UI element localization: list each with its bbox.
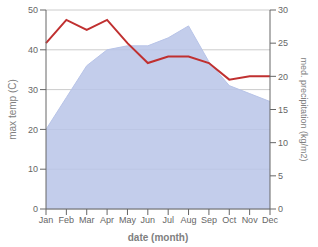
svg-text:50: 50 [28,5,38,15]
svg-text:May: May [119,215,137,225]
svg-text:Nov: Nov [242,215,259,225]
svg-text:15: 15 [278,105,288,115]
svg-text:Jul: Jul [162,215,174,225]
svg-text:Apr: Apr [100,215,114,225]
svg-text:Mar: Mar [79,215,95,225]
svg-text:0: 0 [278,204,283,214]
svg-text:0: 0 [33,204,38,214]
svg-text:date (month): date (month) [128,232,189,243]
svg-text:40: 40 [28,45,38,55]
svg-text:5: 5 [278,171,283,181]
svg-text:10: 10 [278,138,288,148]
svg-text:30: 30 [28,85,38,95]
svg-text:Feb: Feb [59,215,75,225]
svg-text:Dec: Dec [262,215,279,225]
svg-text:25: 25 [278,38,288,48]
svg-text:Sep: Sep [201,215,217,225]
svg-text:max temp (C): max temp (C) [8,79,18,140]
svg-text:Oct: Oct [222,215,237,225]
svg-text:10: 10 [28,164,38,174]
svg-text:20: 20 [28,125,38,135]
svg-text:Jan: Jan [39,215,54,225]
svg-text:20: 20 [278,72,288,82]
svg-text:30: 30 [278,5,288,15]
svg-text:med. precipitation (kg/m2): med. precipitation (kg/m2) [299,57,309,161]
svg-text:Aug: Aug [181,215,197,225]
svg-text:Jun: Jun [141,215,156,225]
